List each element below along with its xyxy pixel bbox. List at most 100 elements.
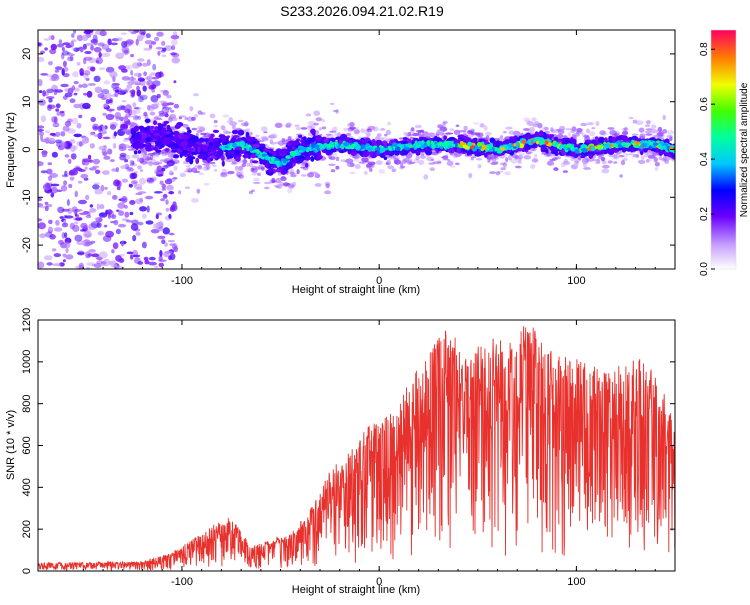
heatmap-halo-dot	[335, 156, 340, 162]
heatmap-noise-dot	[105, 113, 115, 121]
heatmap-ridge-dot	[182, 134, 189, 140]
heatmap-peak-dot	[454, 142, 458, 148]
heatmap-halo-dot	[191, 127, 197, 131]
heatmap-halo-dot	[196, 125, 205, 131]
heatmap-noise-dot	[88, 154, 92, 160]
heatmap-ridge-dot	[162, 140, 170, 145]
heatmap-noise-dot	[139, 94, 148, 101]
heatmap-halo-dot	[542, 126, 549, 132]
heatmap-noise-dot	[165, 207, 170, 212]
heatmap-noise-dot	[144, 40, 154, 45]
heatmap-peak-dot	[544, 140, 549, 145]
heatmap-noise-dot	[162, 165, 169, 170]
heatmap-noise-dot	[90, 66, 96, 72]
heatmap-halo-dot	[330, 169, 336, 173]
heatmap-ridge-dot	[340, 133, 348, 141]
heatmap-noise-dot	[93, 46, 102, 53]
heatmap-ridge-dot	[295, 158, 303, 164]
heatmap-halo-dot	[209, 113, 216, 119]
heatmap-noise-dot	[150, 95, 159, 103]
heatmap-noise-dot	[164, 242, 169, 247]
heatmap-noise-dot	[38, 218, 43, 222]
heatmap-halo-dot	[420, 155, 426, 159]
heatmap-halo-dot	[473, 122, 480, 125]
heatmap-halo-dot	[533, 153, 538, 158]
heatmap-noise-dot	[82, 43, 87, 50]
heatmap-ridge-dot	[145, 137, 152, 143]
heatmap-noise-dot	[101, 262, 106, 267]
heatmap-halo-dot	[598, 156, 602, 160]
heatmap-peak-dot	[657, 143, 662, 148]
heatmap-noise-dot	[76, 122, 82, 129]
heatmap-halo-dot	[144, 114, 149, 120]
heatmap-halo-dot	[196, 188, 201, 194]
heatmap-ridge-dot	[181, 150, 189, 155]
heatmap-ridge-dot	[280, 169, 287, 175]
heatmap-noise-dot	[73, 133, 82, 138]
heatmap-noise-dot	[89, 132, 95, 137]
heatmap-noise-dot	[102, 170, 110, 176]
heatmap-noise-dot	[170, 205, 176, 211]
heatmap-halo-dot	[413, 158, 419, 164]
heatmap-ridge-dot	[187, 129, 192, 134]
heatmap-noise-dot	[131, 172, 138, 179]
heatmap-noise-dot	[112, 87, 122, 93]
heatmap-noise-dot	[103, 80, 111, 85]
heatmap-halo-dot	[185, 164, 191, 168]
heatmap-noise-dot	[48, 98, 53, 103]
heatmap-peak-dot	[279, 163, 283, 167]
heatmap-halo-dot	[334, 132, 339, 137]
heatmap-halo-dot	[358, 161, 365, 164]
heatmap-noise-dot	[44, 205, 49, 212]
heatmap-noise-dot	[88, 57, 97, 64]
heatmap-noise-dot	[137, 77, 145, 82]
heatmap-noise-dot	[46, 88, 55, 94]
heatmap-noise-dot	[151, 76, 159, 80]
heatmap-halo-dot	[143, 111, 148, 117]
heatmap-peak-dot	[417, 140, 422, 145]
heatmap-noise-dot	[160, 73, 165, 77]
heatmap-halo-dot	[288, 168, 295, 174]
heatmap-halo-dot	[631, 133, 639, 136]
heatmap-peak-dot	[256, 149, 260, 155]
heatmap-halo-dot	[289, 171, 295, 175]
heatmap-noise-dot	[112, 194, 118, 200]
heatmap-noise-dot	[47, 175, 53, 181]
heatmap-noise-dot	[84, 50, 92, 55]
heatmap-noise-dot	[62, 259, 66, 263]
heatmap-ridge-dot	[243, 153, 249, 159]
heatmap-noise-dot	[81, 35, 89, 42]
heatmap-halo-dot	[329, 130, 337, 133]
heatmap-peak-dot	[662, 145, 667, 150]
heatmap-halo-dot	[615, 131, 620, 135]
heatmap-noise-dot	[153, 223, 160, 230]
heatmap-halo-dot	[495, 171, 501, 176]
heatmap-noise-dot	[43, 255, 53, 261]
heatmap-halo-dot	[125, 113, 131, 118]
heatmap-ridge-dot	[197, 146, 201, 153]
heatmap-peak-dot	[567, 147, 571, 151]
heatmap-halo-dot	[275, 177, 282, 184]
heatmap-halo-dot	[645, 128, 653, 131]
heatmap-noise-dot	[161, 239, 166, 245]
heatmap-ridge-dot	[160, 133, 165, 137]
heatmap-ridge-dot	[234, 149, 240, 156]
heatmap-noise-dot	[94, 188, 103, 195]
heatmap-noise-dot	[95, 169, 101, 174]
heatmap-noise-dot	[42, 183, 51, 191]
heatmap-halo-dot	[426, 156, 434, 162]
heatmap-halo-dot	[408, 161, 416, 165]
heatmap-halo-dot	[330, 102, 335, 105]
heatmap-ridge-dot	[456, 147, 461, 153]
heatmap-halo-dot	[650, 129, 659, 134]
heatmap-noise-dot	[65, 254, 74, 260]
heatmap-halo-dot	[369, 167, 373, 172]
heatmap-noise-dot	[118, 210, 124, 216]
heatmap-halo-dot	[366, 163, 373, 168]
heatmap-halo-dot	[567, 132, 571, 137]
heatmap-noise-dot	[46, 96, 55, 100]
heatmap-halo-dot	[529, 126, 535, 132]
heatmap-noise-dot	[98, 212, 108, 218]
